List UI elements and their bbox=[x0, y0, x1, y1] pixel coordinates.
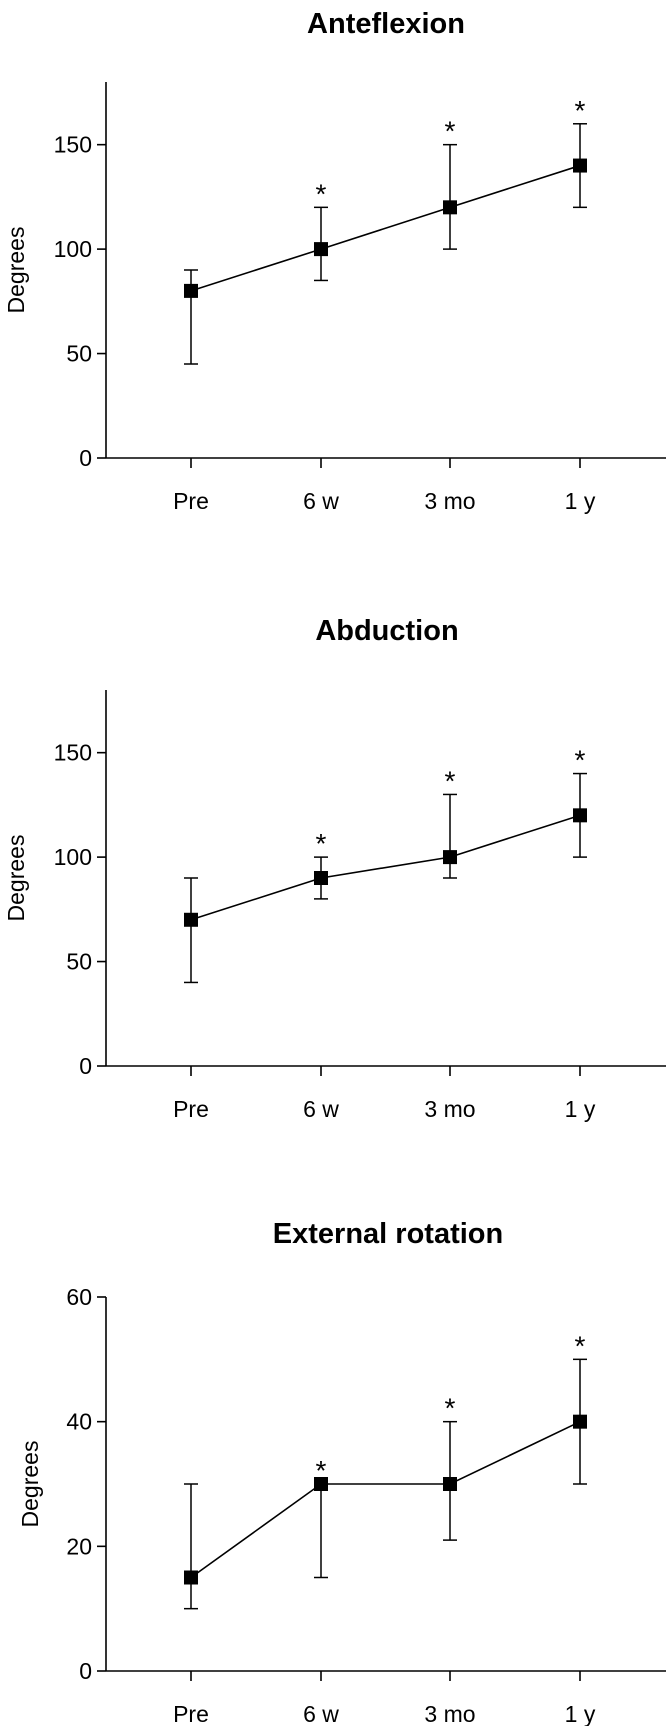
y-tick-label: 20 bbox=[66, 1533, 92, 1559]
x-tick-label: 3 mo bbox=[424, 1701, 475, 1726]
significance-marker: * bbox=[575, 745, 586, 776]
data-point bbox=[443, 850, 457, 865]
y-tick-label: 100 bbox=[54, 236, 92, 262]
series-line bbox=[190, 1420, 581, 1579]
data-point bbox=[314, 242, 328, 257]
significance-marker: * bbox=[575, 95, 586, 126]
chart-title: Anteflexion bbox=[307, 8, 465, 40]
y-tick-label: 150 bbox=[54, 132, 92, 158]
significance-marker: * bbox=[316, 178, 327, 209]
chart-title: External rotation bbox=[273, 1218, 503, 1250]
data-point bbox=[443, 200, 457, 215]
data-point bbox=[184, 283, 198, 298]
data-point bbox=[573, 1414, 587, 1429]
y-tick-label: 0 bbox=[79, 1658, 92, 1684]
data-point bbox=[573, 158, 587, 173]
x-tick-label: Pre bbox=[173, 1096, 209, 1122]
chart-panel-2: Abduction 0 50 100 150 Degrees Pre 6 w 3 mo 1 y * *… bbox=[3, 615, 666, 1122]
y-axis-label: Degrees bbox=[3, 835, 29, 922]
x-tick-label: 1 y bbox=[565, 1096, 596, 1122]
y-tick-label: 100 bbox=[54, 844, 92, 870]
data-point bbox=[314, 871, 328, 885]
x-tick-label: 6 w bbox=[303, 1701, 339, 1726]
significance-marker: * bbox=[445, 1393, 456, 1424]
x-tick-label: 1 y bbox=[565, 1701, 596, 1726]
x-tick-label: 1 y bbox=[565, 488, 596, 514]
significance-marker: * bbox=[316, 828, 327, 859]
data-point bbox=[184, 912, 198, 927]
series-line bbox=[190, 814, 581, 921]
significance-marker: * bbox=[316, 1455, 327, 1486]
chart-title: Abduction bbox=[315, 615, 458, 647]
y-tick-label: 50 bbox=[66, 341, 92, 367]
x-tick-label: 3 mo bbox=[424, 488, 475, 514]
chart-panel-3: External rotation 0 20 40 60 Degrees Pre 6 w 3 m… bbox=[17, 1218, 666, 1726]
x-tick-label: 6 w bbox=[303, 488, 339, 514]
x-tick-label: 3 mo bbox=[424, 1096, 475, 1122]
data-point bbox=[443, 1477, 457, 1491]
y-tick-label: 150 bbox=[54, 740, 92, 766]
x-tick-label: Pre bbox=[173, 1701, 209, 1726]
y-tick-label: 60 bbox=[66, 1284, 92, 1310]
y-tick-label: 0 bbox=[79, 1053, 92, 1079]
x-tick-label: Pre bbox=[173, 488, 209, 514]
x-tick-label: 6 w bbox=[303, 1096, 339, 1122]
y-tick-label: 0 bbox=[79, 445, 92, 471]
data-point bbox=[314, 1477, 328, 1491]
y-tick-label: 40 bbox=[66, 1409, 92, 1435]
y-tick-label: 50 bbox=[66, 949, 92, 975]
significance-marker: * bbox=[445, 765, 456, 796]
significance-marker: * bbox=[575, 1330, 586, 1361]
y-axis-label: Degrees bbox=[3, 227, 29, 314]
y-axis-label: Degrees bbox=[17, 1441, 43, 1528]
series-line bbox=[190, 164, 581, 292]
significance-marker: * bbox=[445, 116, 456, 147]
data-point bbox=[184, 1570, 198, 1585]
chart-panel-1: Anteflexion 0 50 100 150 Degrees Pre 6 w 3 mo 1 y… bbox=[3, 8, 666, 514]
data-point bbox=[573, 808, 587, 823]
